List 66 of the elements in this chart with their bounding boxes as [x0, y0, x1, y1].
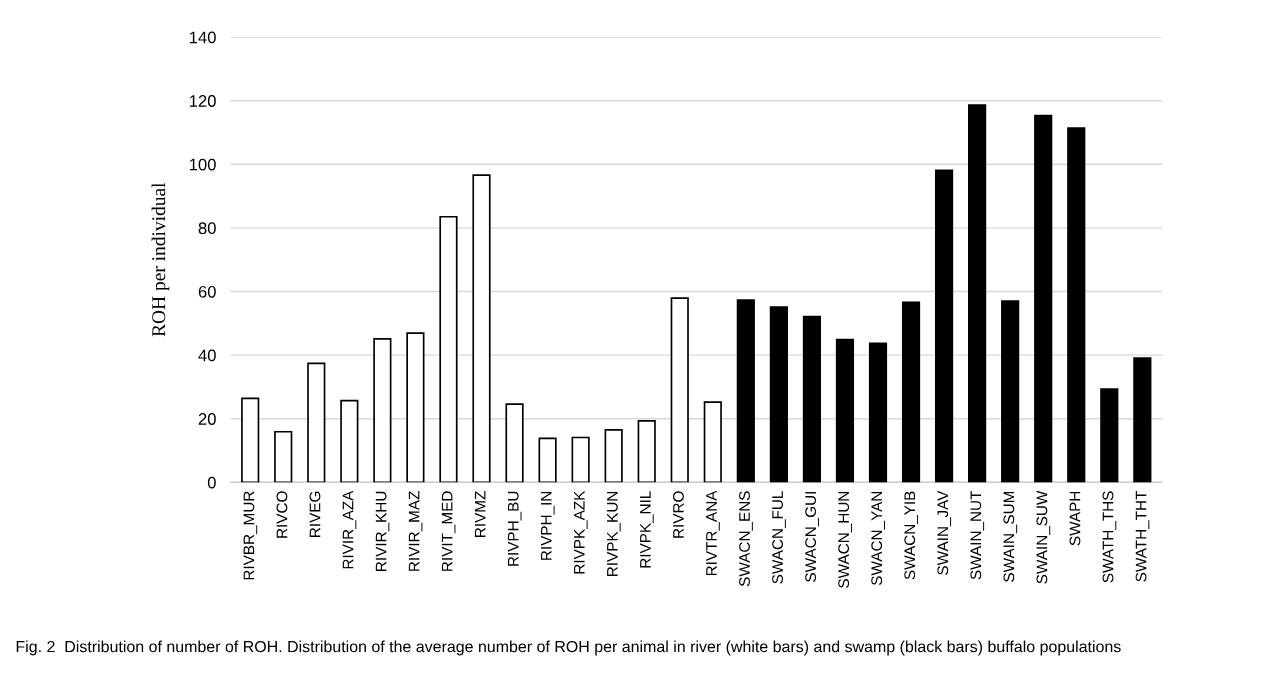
bar: [406, 332, 425, 483]
x-tick-label: RIVPH_IN: [541, 491, 555, 560]
bar: [1067, 127, 1086, 483]
bar: [968, 104, 987, 483]
bar: [571, 436, 590, 483]
bar: [274, 430, 293, 483]
x-tick-label: RIVCO: [276, 491, 288, 538]
x-tick-label: SWACN_HUN: [838, 491, 852, 588]
x-tick-label: SWACN_YAN: [871, 491, 885, 586]
x-tick-label: SWACN_FUL: [772, 491, 786, 584]
bar: [703, 401, 722, 483]
x-tick-label: RIVRO: [673, 491, 684, 538]
bar: [538, 437, 557, 483]
y-tick-label: 120: [189, 95, 216, 107]
x-tick-label: RIVBR_MUR: [243, 491, 258, 580]
bar: [901, 301, 921, 483]
bar: [307, 362, 326, 483]
bar: [637, 420, 656, 483]
x-tick-label: SWATH_THS: [1102, 491, 1117, 583]
x-tick-label: SWAIN_JAV: [937, 490, 952, 575]
x-tick-label: RIVIR_MAZ: [408, 491, 423, 571]
bar: [934, 169, 954, 483]
bar: [1133, 357, 1152, 483]
bar: [1034, 114, 1053, 483]
y-tick-label: 80: [198, 222, 216, 235]
x-tick-label: RIVIT_MED: [441, 491, 456, 571]
x-tick-label: RIVIR_KHU: [375, 491, 390, 571]
x-tick-label: RIVMZ: [474, 491, 486, 537]
x-tick-label: RIVPK_AZK: [574, 490, 588, 574]
x-tick-label: RIVPK_NIL: [640, 491, 654, 568]
y-tick-label: 100: [189, 158, 216, 171]
x-tick-label: SWACN_YIB: [904, 491, 919, 580]
y-axis-title: ROH per individual: [151, 182, 170, 337]
x-tick-label: RIVPH_BU: [507, 491, 522, 566]
bar: [472, 174, 491, 483]
x-tick-label: SWAPH: [1069, 491, 1081, 546]
x-tick-label: RIVTR_ANA: [706, 490, 720, 576]
bar: [670, 297, 689, 483]
y-tick-label: 140: [189, 31, 216, 44]
bar: [769, 306, 788, 483]
bar: [439, 215, 458, 483]
bar: [1100, 388, 1119, 483]
bar: [736, 299, 755, 483]
y-tick-label: 60: [198, 285, 216, 298]
bar: [373, 338, 392, 483]
x-tick-label: SWAIN_SUM: [1003, 491, 1018, 582]
y-tick-label: 20: [198, 413, 216, 425]
bar: [1001, 300, 1020, 483]
y-tick-label: 40: [198, 349, 216, 362]
bar: [505, 403, 524, 483]
bar: [340, 399, 359, 483]
x-tick-label: RIVPK_KUN: [607, 491, 621, 576]
x-tick-label: SWACN_ENS: [739, 491, 753, 587]
x-tick-label: SWATH_THT: [1135, 490, 1150, 582]
caption: Fig. 2 Distribution of number of ROH. Distribution of the average number of ROH per animal in river (white bars) and swamp (black bars) buffalo populations: [16, 640, 1121, 656]
x-tick-label: RIVEG: [309, 491, 321, 537]
bar: [835, 338, 855, 483]
bar: [604, 428, 623, 483]
x-tick-label: RIVIR_AZA: [342, 490, 357, 569]
bar: [241, 397, 260, 483]
bar: [802, 315, 822, 483]
x-tick-label: SWAIN_NUT: [970, 490, 985, 580]
x-tick-label: SWAIN_SUW: [1036, 490, 1051, 584]
x-tick-label: SWACN_GUI: [805, 492, 819, 582]
y-tick-label: 0: [207, 476, 216, 489]
bar: [868, 342, 888, 483]
